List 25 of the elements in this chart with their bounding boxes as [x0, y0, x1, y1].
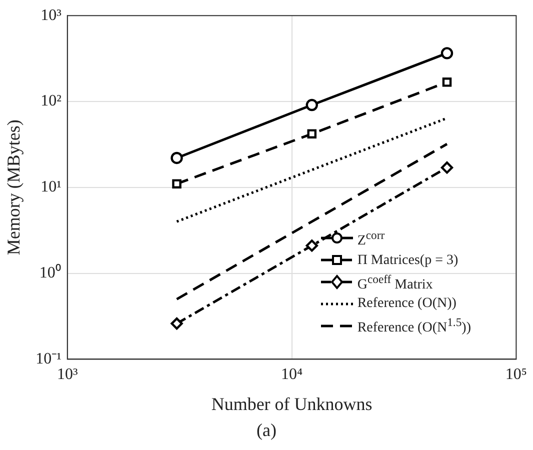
y-tick-label: 10² — [40, 92, 62, 110]
y-axis-title: Memory (MBytes) — [4, 120, 24, 256]
text: (a) — [256, 420, 278, 441]
point — [170, 152, 183, 164]
y-tick-label: 10⁻¹ — [36, 350, 62, 368]
point — [306, 240, 318, 252]
point — [306, 98, 318, 112]
y-tick-label: 10¹ — [40, 178, 62, 196]
point — [307, 129, 317, 138]
y-tick-label: 10⁰ — [39, 264, 62, 282]
point — [442, 78, 452, 87]
legend-label: G$^{coeff}$ Matrix — [357, 272, 433, 294]
x-tick-label: 10³ — [57, 366, 78, 384]
x-axis-title: Number of Unknowns — [211, 394, 372, 414]
point — [440, 162, 454, 174]
legend-label: Π Matrices(p = 3) — [357, 252, 458, 270]
legend-label: Reference (O(N$^{1.5}$)) — [357, 315, 471, 338]
legend-label: Reference (O(N)) — [357, 295, 456, 314]
point — [172, 179, 182, 188]
point — [440, 47, 454, 60]
y-tick-label: 10³ — [40, 6, 62, 24]
point — [170, 317, 183, 330]
x-tick-label: 10⁴ — [281, 366, 304, 384]
legend-label: Z$^{corr}$ — [357, 228, 385, 251]
x-tick-label: 10⁵ — [505, 366, 527, 384]
